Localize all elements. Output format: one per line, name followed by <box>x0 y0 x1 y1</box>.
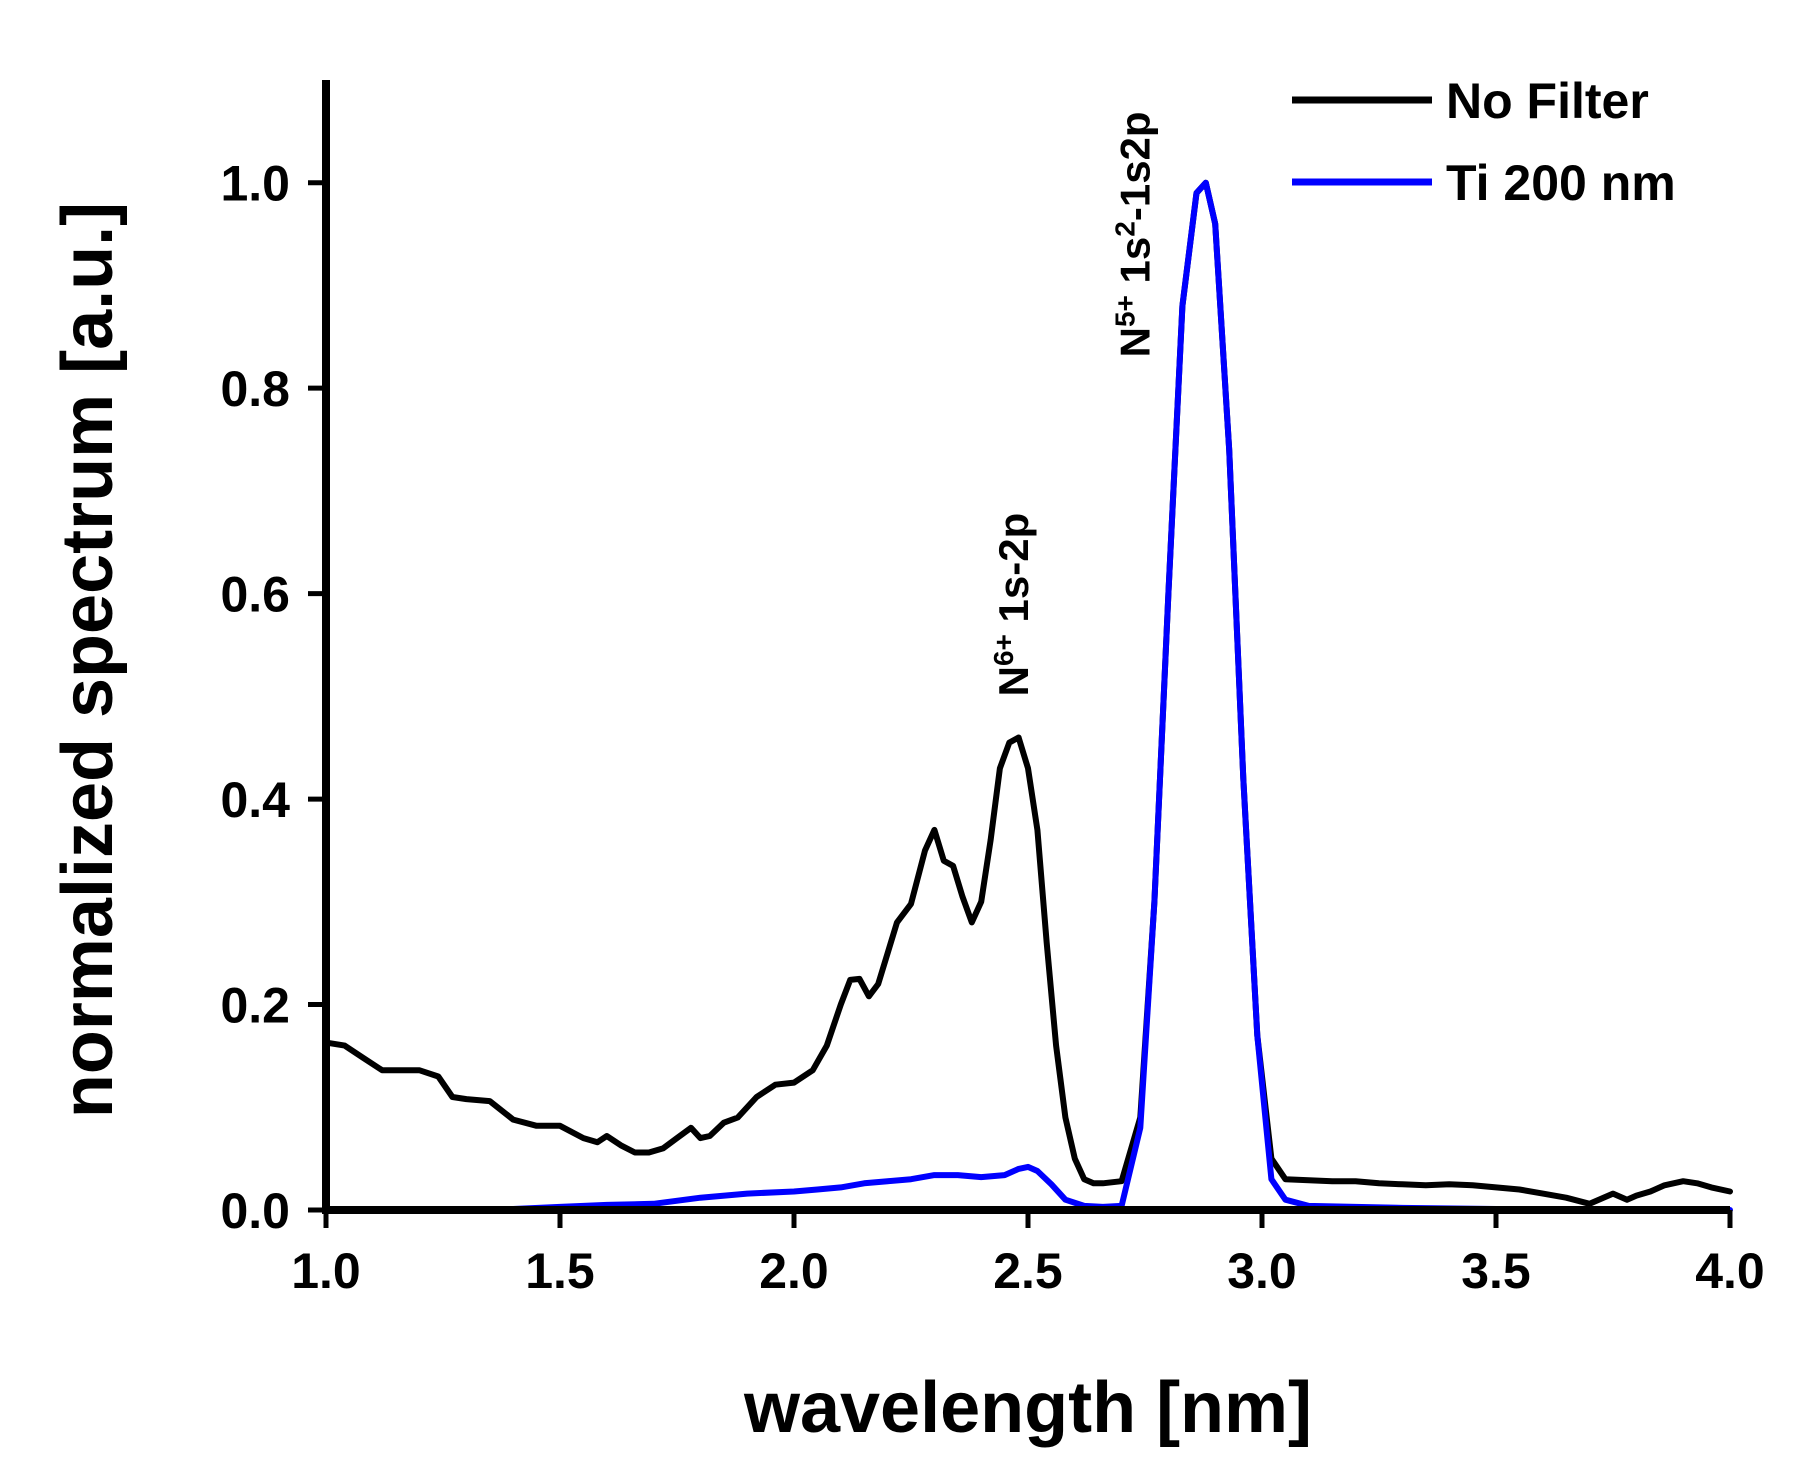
series-line-no-filter <box>323 179 1733 1207</box>
legend-label-no-filter: No Filter <box>1446 73 1649 129</box>
y-axis-title: normalized spectrum [a.u.] <box>48 202 128 1118</box>
legend-label-ti-200-nm: Ti 200 nm <box>1446 155 1676 211</box>
peak-annotation: N6+ 1s-2p <box>988 513 1038 697</box>
x-axis-title: wavelength [nm] <box>743 1368 1312 1448</box>
legend: No Filter Ti 200 nm <box>1292 73 1676 211</box>
x-tick-label: 4.0 <box>1695 1243 1765 1299</box>
peak-annotation: N5+ 1s2-1s2p <box>1109 111 1159 357</box>
y-tick-label: 0.8 <box>220 361 290 417</box>
x-tick-label: 3.0 <box>1227 1243 1297 1299</box>
x-tick-label: 1.0 <box>291 1243 361 1299</box>
x-tick-label: 2.5 <box>993 1243 1063 1299</box>
ticks-layer: 1.0 1.5 2.0 2.5 3.0 3.5 4.0 0.0 0.2 0.4 0.6 0.8 1.0 <box>220 156 1764 1299</box>
series-line-ti-200-nm <box>323 179 1733 1213</box>
y-tick-label: 0.4 <box>220 772 290 828</box>
annotation-layer: N6+ 1s-2p N5+ 1s2-1s2p <box>988 111 1159 696</box>
x-tick-label: 1.5 <box>525 1243 595 1299</box>
y-tick-label: 0.6 <box>220 567 290 623</box>
y-tick-label: 0.2 <box>220 978 290 1034</box>
axes-layer <box>322 80 1730 1214</box>
series-layer <box>323 179 1733 1213</box>
x-tick-label: 2.0 <box>759 1243 829 1299</box>
y-tick-label: 1.0 <box>220 156 290 212</box>
y-tick-label: 0.0 <box>220 1183 290 1239</box>
x-tick-label: 3.5 <box>1461 1243 1531 1299</box>
